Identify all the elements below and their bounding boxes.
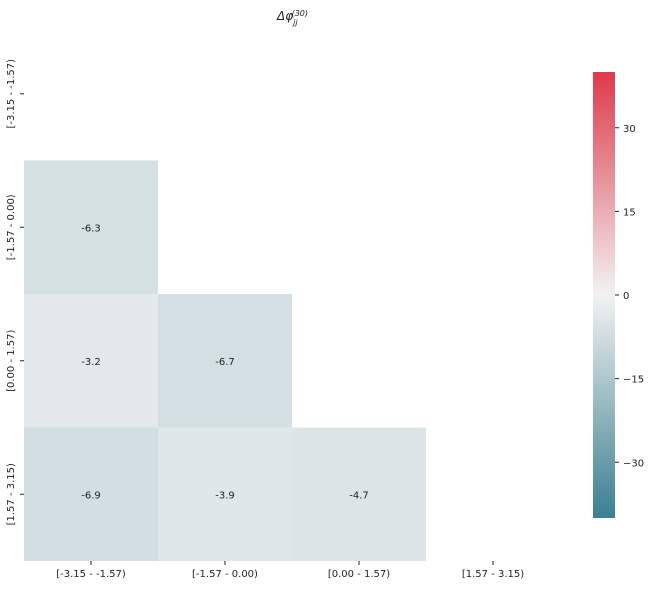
colorbar-tick-label: 0: [623, 291, 629, 302]
heatmap-cell: [292, 427, 426, 561]
cell-value-label: -4.7: [349, 490, 369, 501]
heatmap-cell: [158, 294, 292, 428]
cell-value-label: -3.2: [81, 357, 101, 368]
cell-value-label: -6.9: [81, 490, 101, 501]
cell-value-label: -6.7: [215, 357, 235, 368]
colorbar: [593, 72, 615, 518]
chart-title: Δφjj(30): [276, 9, 308, 27]
x-tick-label: [-1.57 - 0.00): [192, 569, 258, 580]
heatmap-cell: [24, 427, 158, 561]
heatmap-cells: -6.3 -3.2 -6.7 -6.9 -3.9 -4.7: [24, 160, 426, 561]
y-tick-label: [0.00 - 1.57): [6, 330, 17, 392]
heatmap-cell: [158, 427, 292, 561]
x-tick-label: [1.57 - 3.15): [462, 569, 524, 580]
cell-value-label: -3.9: [215, 490, 235, 501]
heatmap-cell: [24, 294, 158, 428]
y-tick-label: [1.57 - 3.15): [6, 463, 17, 525]
colorbar-tick-label: 15: [623, 207, 636, 218]
y-axis: [-3.15 - -1.57) [-1.57 - 0.00) [0.00 - 1.5…: [6, 59, 24, 525]
colorbar-ticks: 30 15 0 −15 −30: [615, 124, 644, 469]
x-tick-label: [-3.15 - -1.57): [56, 569, 126, 580]
heatmap-cell: [24, 160, 158, 294]
x-tick-label: [0.00 - 1.57): [328, 569, 390, 580]
y-tick-label: [-1.57 - 0.00): [6, 194, 17, 260]
x-axis: [-3.15 - -1.57) [-1.57 - 0.00) [0.00 - 1.5…: [56, 561, 524, 580]
colorbar-tick-label: 30: [623, 124, 636, 135]
cell-value-label: -6.3: [81, 223, 101, 234]
colorbar-tick-label: −30: [623, 458, 644, 469]
y-tick-label: [-3.15 - -1.57): [6, 59, 17, 129]
colorbar-tick-label: −15: [623, 375, 644, 386]
